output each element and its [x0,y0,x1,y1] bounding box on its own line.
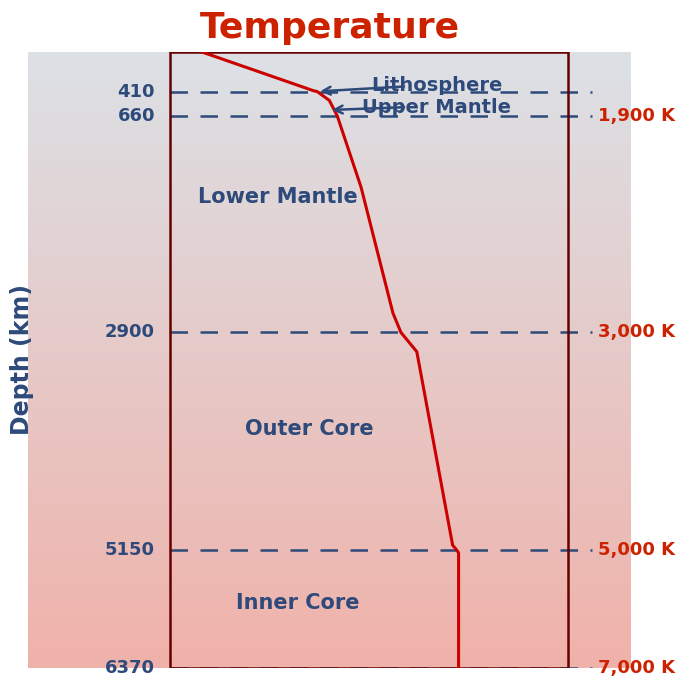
Text: 410: 410 [117,83,155,100]
Title: Temperature: Temperature [200,11,460,45]
Text: Lithosphere: Lithosphere [371,76,502,96]
Text: 660: 660 [117,107,155,125]
Text: Inner Core: Inner Core [236,593,359,613]
Bar [170,52,568,668]
Text: 5150: 5150 [105,541,155,559]
Text: Upper Mantle: Upper Mantle [362,98,511,116]
Text: Outer Core: Outer Core [245,419,374,439]
Text: Lower Mantle: Lower Mantle [197,187,357,207]
Text: Depth (km): Depth (km) [10,284,34,436]
Text: 3,000 K: 3,000 K [598,323,675,341]
Text: 2900: 2900 [105,323,155,341]
Text: 1,900 K: 1,900 K [598,107,675,125]
Text: 5,000 K: 5,000 K [598,541,675,559]
Text: 7,000 K: 7,000 K [598,659,675,677]
Text: 6370: 6370 [105,659,155,677]
